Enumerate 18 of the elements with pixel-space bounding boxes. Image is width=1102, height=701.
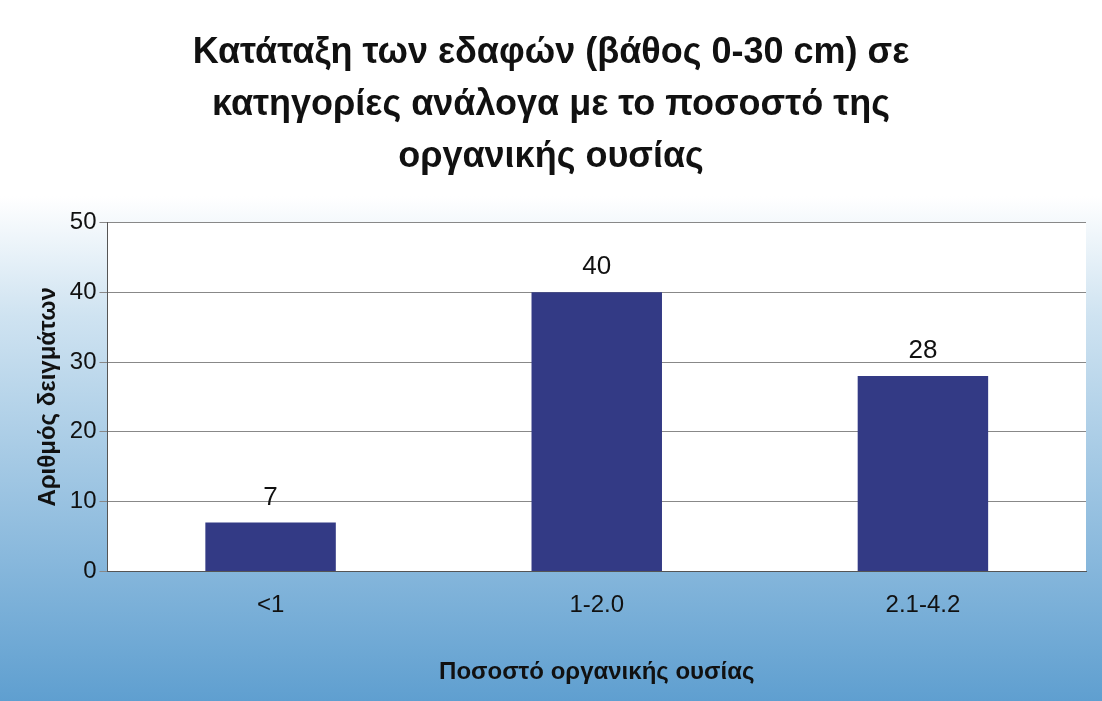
x-tick-label: 1-2.0 — [569, 590, 625, 618]
y-tick-label: 40 — [69, 276, 97, 304]
y-tick-label: 0 — [83, 556, 97, 584]
y-tick-label: 30 — [69, 346, 97, 374]
data-label: 7 — [263, 480, 278, 511]
bar — [857, 375, 989, 571]
x-tick-label: <1 — [256, 590, 285, 618]
bar — [205, 522, 336, 571]
y-tick-label: 20 — [69, 416, 97, 444]
chart-title: Κατάταξη των εδαφών (βάθος 0-30 cm) σε κατηγορίες ανάλογα με το ποσοστό της οργανικής ουσίας — [191, 28, 911, 177]
x-axis-title: Ποσοστό οργανικής ουσίας — [439, 657, 755, 685]
y-tick-label: 10 — [69, 486, 97, 514]
y-tick-label: 50 — [69, 207, 97, 235]
data-label: 40 — [582, 250, 612, 281]
data-label: 28 — [908, 334, 938, 365]
bar — [531, 292, 662, 571]
y-axis-title: Αριθμός δειγμάτων — [33, 287, 61, 507]
x-tick-label: 2.1-4.2 — [885, 590, 961, 618]
